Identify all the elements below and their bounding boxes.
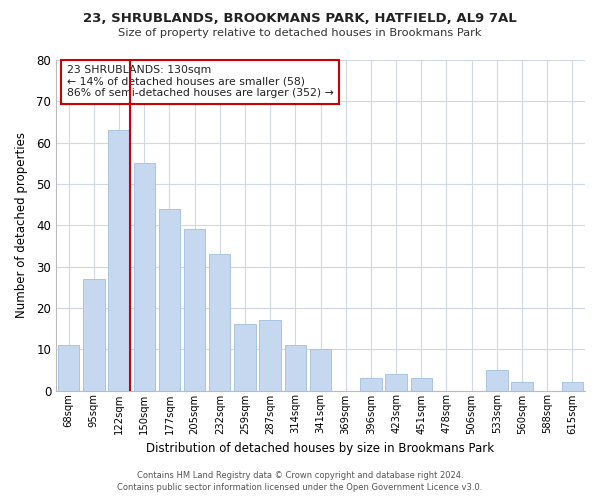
Bar bbox=[486, 370, 508, 390]
Bar bbox=[360, 378, 382, 390]
Bar bbox=[385, 374, 407, 390]
Bar bbox=[83, 279, 104, 390]
Bar bbox=[58, 345, 79, 391]
X-axis label: Distribution of detached houses by size in Brookmans Park: Distribution of detached houses by size … bbox=[146, 442, 494, 455]
Text: 23, SHRUBLANDS, BROOKMANS PARK, HATFIELD, AL9 7AL: 23, SHRUBLANDS, BROOKMANS PARK, HATFIELD… bbox=[83, 12, 517, 26]
Text: 23 SHRUBLANDS: 130sqm
← 14% of detached houses are smaller (58)
86% of semi-deta: 23 SHRUBLANDS: 130sqm ← 14% of detached … bbox=[67, 65, 334, 98]
Bar bbox=[310, 349, 331, 391]
Text: Size of property relative to detached houses in Brookmans Park: Size of property relative to detached ho… bbox=[118, 28, 482, 38]
Bar bbox=[184, 230, 205, 390]
Bar bbox=[134, 164, 155, 390]
Bar bbox=[562, 382, 583, 390]
Bar bbox=[410, 378, 432, 390]
Bar bbox=[259, 320, 281, 390]
Y-axis label: Number of detached properties: Number of detached properties bbox=[15, 132, 28, 318]
Text: Contains HM Land Registry data © Crown copyright and database right 2024.
Contai: Contains HM Land Registry data © Crown c… bbox=[118, 471, 482, 492]
Bar bbox=[234, 324, 256, 390]
Bar bbox=[209, 254, 230, 390]
Bar bbox=[284, 345, 306, 391]
Bar bbox=[159, 208, 180, 390]
Bar bbox=[511, 382, 533, 390]
Bar bbox=[109, 130, 130, 390]
